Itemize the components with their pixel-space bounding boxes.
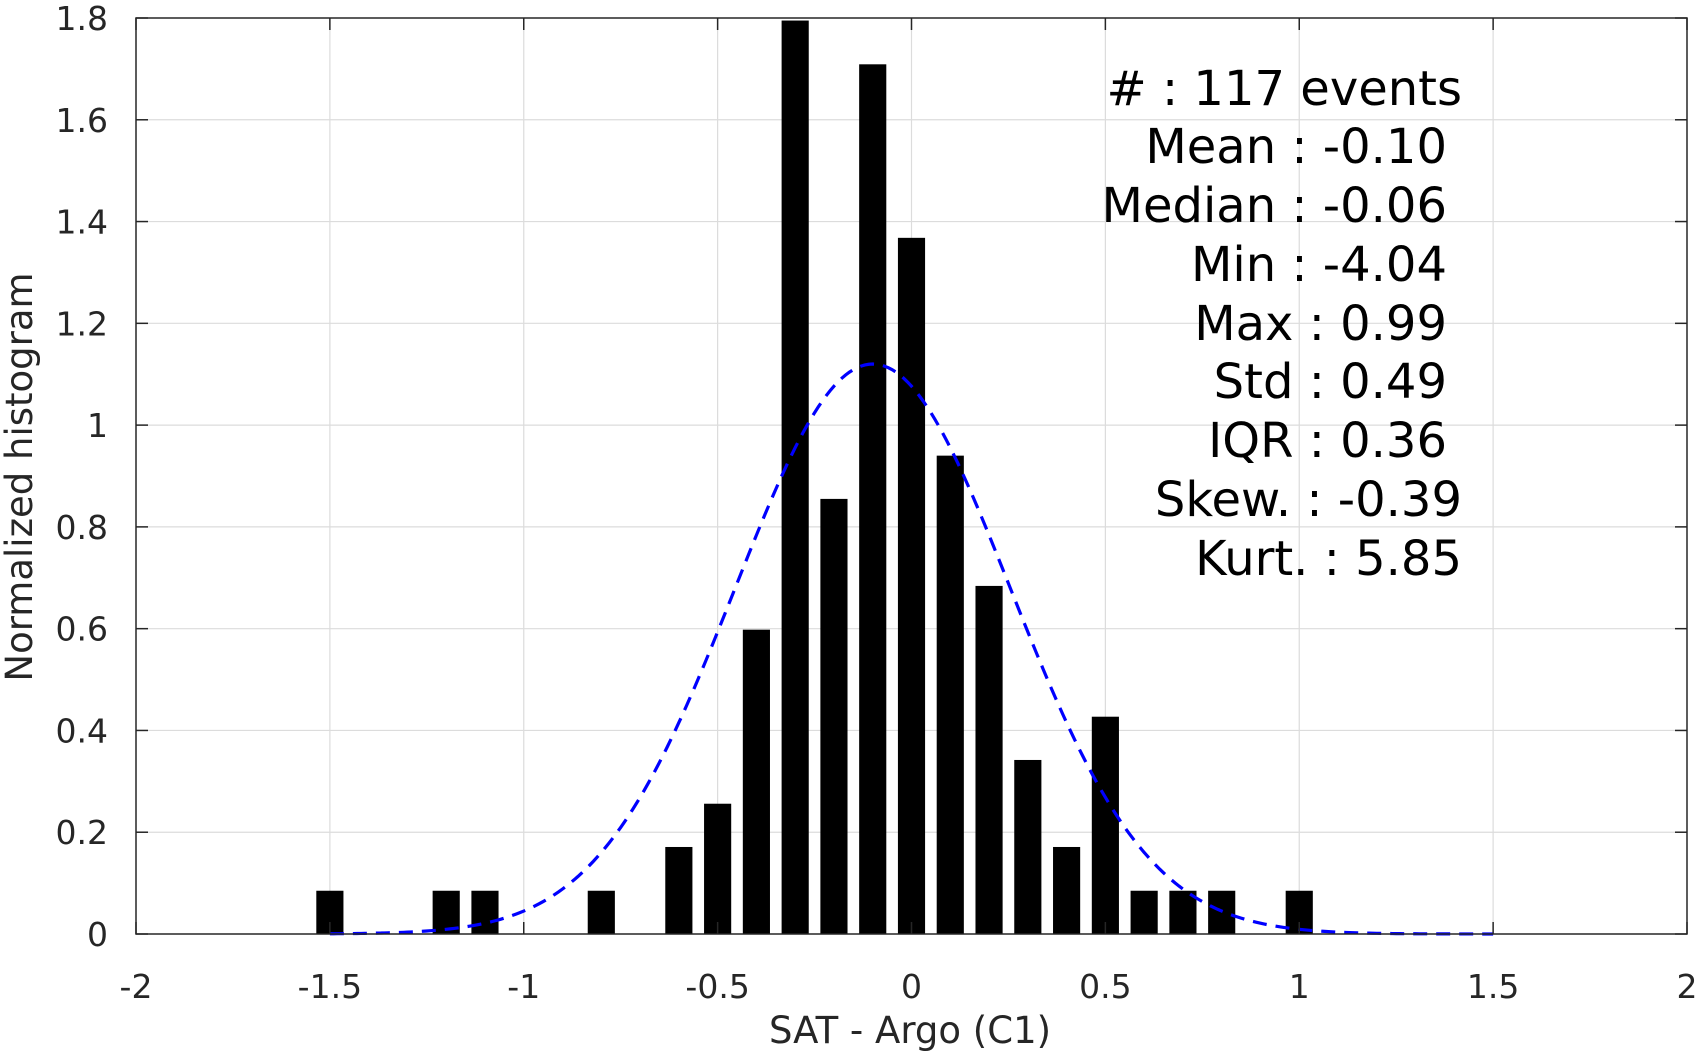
- stat-line: IQR : 0.36: [1208, 413, 1447, 469]
- histogram-bar: [1169, 890, 1197, 934]
- histogram-bar: [1130, 890, 1158, 934]
- x-tick-labels: -2 -1.5 -1 -0.5 0 0.5 1 1.5 2: [120, 967, 1698, 1006]
- x-tick-label: -1: [507, 967, 540, 1006]
- x-tick-label: -1.5: [298, 967, 362, 1006]
- histogram-bar: [936, 455, 964, 934]
- histogram-bar: [820, 498, 848, 934]
- histogram-bar: [975, 585, 1003, 934]
- stat-line: Max : 0.99: [1194, 296, 1447, 352]
- y-tick-label: 1.8: [56, 0, 108, 38]
- stat-line: Mean : -0.10: [1145, 119, 1447, 175]
- y-tick-label: 1.2: [56, 304, 108, 343]
- y-tick-label: 0.8: [56, 508, 108, 547]
- x-tick-label: 0.5: [1079, 967, 1131, 1006]
- histogram-bar: [859, 64, 887, 934]
- stat-line: Min : -4.04: [1191, 237, 1447, 293]
- stat-line: Median : -0.06: [1102, 178, 1447, 234]
- x-tick-label: 0: [901, 967, 922, 1006]
- y-tick-label: 1.6: [56, 101, 108, 140]
- y-tick-label: 0.4: [56, 711, 108, 750]
- stat-line: # : 117 events: [1107, 61, 1463, 117]
- stat-line: Kurt. : 5.85: [1195, 531, 1462, 587]
- histogram-bar: [587, 890, 615, 934]
- x-tick-label: -0.5: [685, 967, 749, 1006]
- x-tick-label: 2: [1677, 967, 1698, 1006]
- axis-ticks: [135, 17, 1688, 935]
- histogram-bar: [665, 846, 693, 934]
- stat-line: Skew. : -0.39: [1155, 472, 1462, 528]
- histogram-bars: [316, 20, 1313, 935]
- x-tick-label: 1.5: [1467, 967, 1519, 1006]
- histogram-bar: [704, 803, 732, 934]
- histogram-bar: [1053, 846, 1081, 934]
- x-axis-label: SAT - Argo (C1): [769, 1009, 1051, 1052]
- x-tick-label: 1: [1289, 967, 1310, 1006]
- y-axis-label: Normalized histogram: [0, 272, 41, 681]
- y-tick-label: 0: [87, 915, 108, 954]
- y-tick-label: 1: [87, 406, 108, 445]
- histogram-bar: [897, 237, 926, 935]
- x-tick-label: -2: [120, 967, 153, 1006]
- histogram-bar: [471, 890, 499, 934]
- histogram-bar: [1091, 716, 1119, 934]
- histogram-bar: [742, 629, 770, 934]
- y-tick-label: 1.4: [56, 203, 108, 242]
- histogram-bar: [781, 20, 809, 935]
- y-tick-labels: 0 0.2 0.4 0.6 0.8 1 1.2 1.4 1.6 1.8: [56, 0, 108, 954]
- y-tick-label: 0.2: [56, 813, 108, 852]
- y-tick-label: 0.6: [56, 610, 108, 649]
- stat-line: Std : 0.49: [1214, 354, 1447, 410]
- histogram-bar: [1014, 759, 1042, 934]
